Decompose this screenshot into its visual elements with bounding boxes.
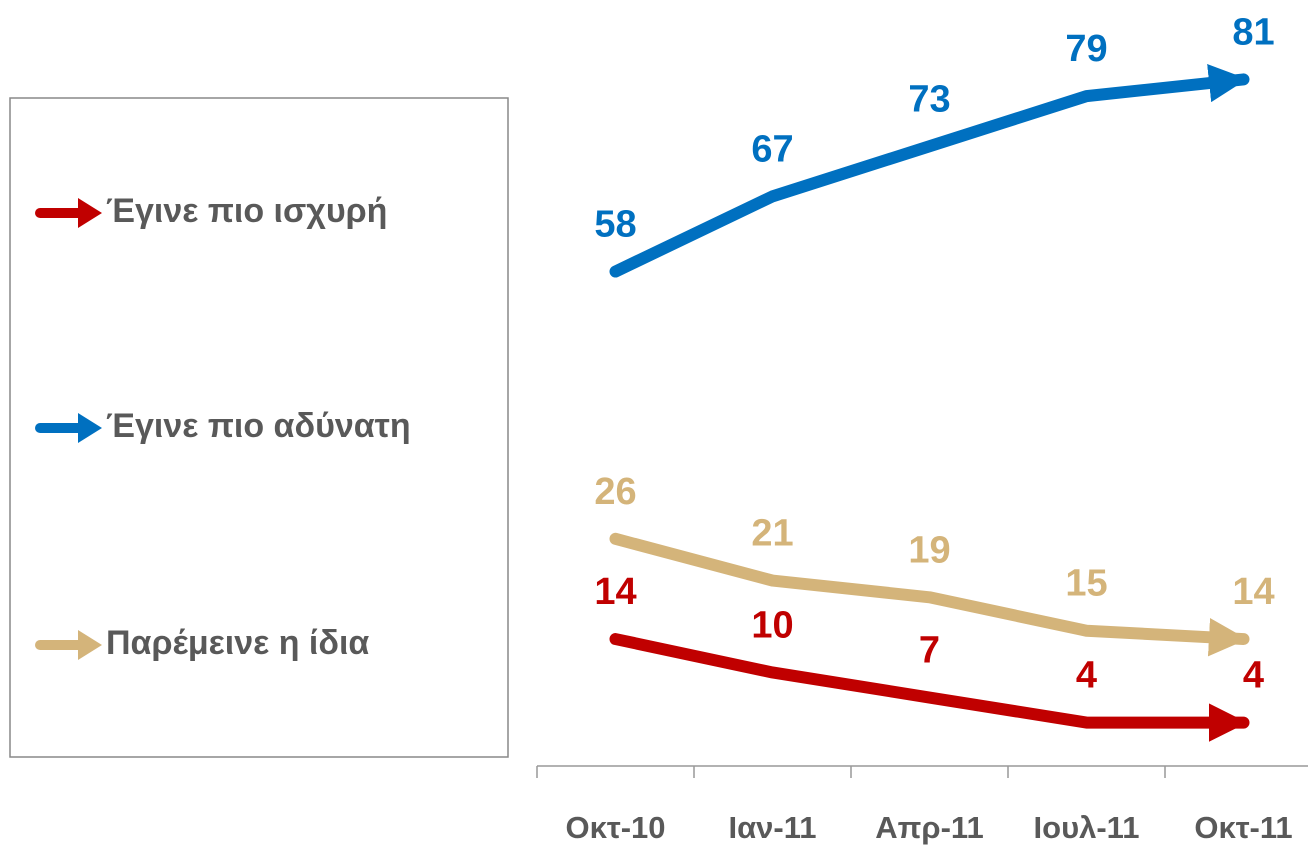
data-label: 21 — [751, 513, 793, 555]
series-line — [609, 532, 1250, 657]
x-tick-label: Οκτ-10 — [565, 810, 665, 845]
data-label: 58 — [594, 204, 636, 246]
series-line — [609, 63, 1250, 278]
x-tick-label: Απρ-11 — [875, 810, 983, 845]
legend-arrow-head — [78, 413, 102, 443]
data-label: 26 — [594, 471, 636, 513]
x-tick-label: Οκτ-11 — [1194, 810, 1292, 845]
data-label: 10 — [751, 605, 793, 647]
data-label: 19 — [908, 529, 950, 571]
legend-label: Έγινε πιο αδύνατη — [106, 407, 411, 445]
x-tick-label: Ιουλ-11 — [1034, 810, 1140, 845]
legend-arrow-head — [78, 198, 102, 228]
data-label: 73 — [908, 78, 950, 120]
legend-box — [9, 97, 509, 758]
legend-label: Παρέμεινε η ίδια — [106, 624, 369, 662]
data-label: 4 — [1243, 655, 1264, 697]
data-label: 7 — [919, 630, 940, 672]
data-label: 14 — [594, 571, 636, 613]
legend-arrow-head — [78, 630, 102, 660]
data-label: 15 — [1065, 563, 1107, 605]
data-label: 4 — [1076, 655, 1097, 697]
data-label: 67 — [751, 128, 793, 170]
data-label: 81 — [1232, 11, 1274, 53]
data-label: 14 — [1232, 571, 1274, 613]
legend-label: Έγινε πιο ισχυρή — [106, 192, 387, 230]
series-line — [609, 633, 1250, 742]
data-label: 79 — [1065, 28, 1107, 70]
x-tick-label: Ιαν-11 — [728, 810, 816, 845]
